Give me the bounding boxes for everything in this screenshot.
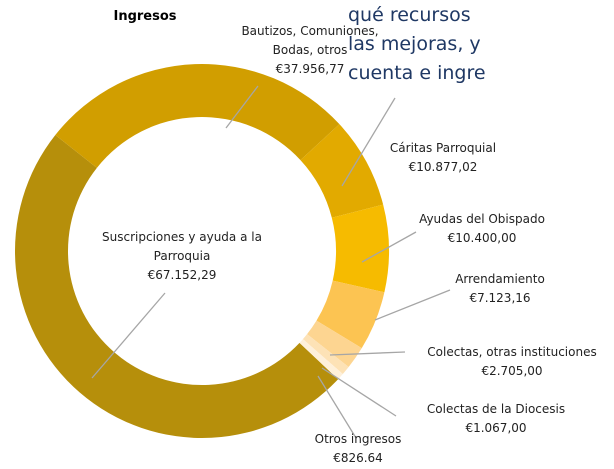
donut-slice [300,124,384,218]
donut-slice [307,320,362,368]
chart-title: Ingresos [113,9,177,24]
slice-label: Bautizos, Comuniones, Bodas, otros [241,24,379,57]
donut-slice [299,339,343,380]
donut-slice [316,280,385,349]
slice-label: Suscripciones y ayuda a la Parroquia [102,230,262,263]
donut-slice [331,204,389,293]
leader-line [91,292,166,379]
slice-value-label: €10.877,02 [408,160,478,174]
donut-slice [55,63,340,168]
slice-value-label: €37.956,77 [275,62,345,76]
leader-line [329,351,406,356]
slice-value-label: €7.123,16 [469,291,531,305]
slice-value-label: €2.705,00 [481,364,543,378]
document-text: cuenta e ingre [348,62,486,84]
slice-value-label: €826.64 [333,451,383,465]
slice-label: Colectas de la Diocesis [426,402,566,416]
slice-value-label: €67.152,29 [147,268,217,282]
slice-label: Ayudas del Obispado [419,212,545,226]
leader-line [374,289,451,321]
leader-line [341,97,396,187]
leader-line [361,231,417,263]
donut-slice [302,334,349,375]
slice-label: Colectas, otras instituciones [427,345,597,359]
document-text: qué recursos [348,4,471,26]
leader-line [225,85,259,129]
document-text: las mejoras, y [348,33,481,55]
leader-line [321,367,397,417]
slice-label: Cáritas Parroquial [389,141,497,155]
slice-value-label: €10.400,00 [447,231,517,245]
slice-label: Otros ingresos [314,432,402,446]
slice-value-label: €1.067,00 [465,421,527,435]
slice-label: Arrendamiento [455,272,545,286]
leader-line [317,375,357,439]
donut-slice [14,134,339,439]
